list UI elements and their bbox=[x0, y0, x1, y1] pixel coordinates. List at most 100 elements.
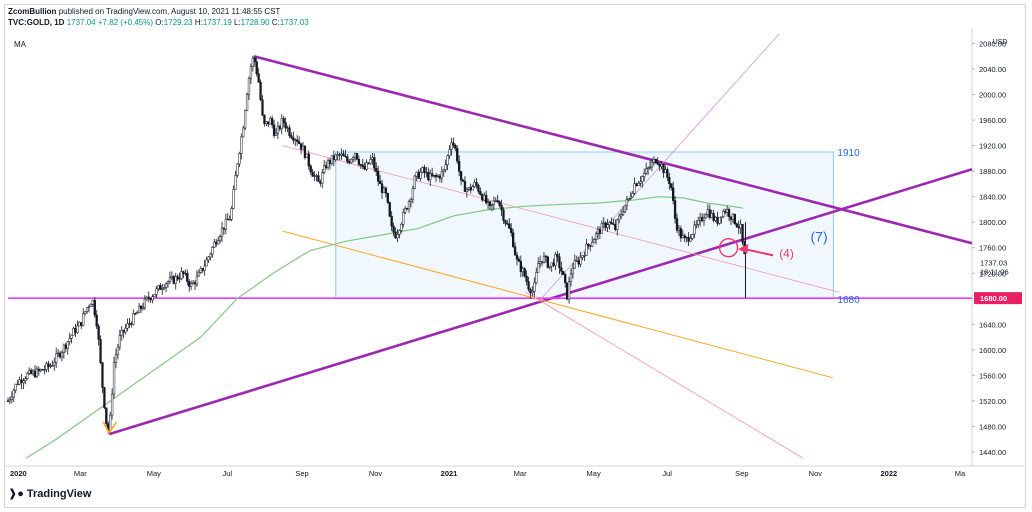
candle-body bbox=[328, 160, 332, 164]
candle-body bbox=[685, 236, 688, 239]
candle-body bbox=[521, 268, 524, 272]
candle-body bbox=[184, 272, 187, 275]
candle-body bbox=[417, 171, 420, 179]
candle-body bbox=[373, 157, 376, 169]
candle-body bbox=[326, 160, 330, 168]
y-tick-label: 2080.00 bbox=[979, 39, 1006, 48]
candle-body bbox=[402, 211, 405, 225]
candle-body bbox=[319, 181, 322, 184]
candle-body bbox=[683, 235, 686, 239]
candle-body bbox=[513, 246, 517, 256]
candle-body bbox=[122, 329, 125, 333]
x-tick-label: Ma bbox=[955, 469, 966, 478]
candle-body bbox=[76, 325, 79, 333]
candle-body bbox=[321, 172, 324, 184]
candle-body bbox=[724, 210, 727, 213]
candle-body bbox=[163, 287, 166, 289]
candle-body bbox=[297, 141, 301, 144]
candle-body bbox=[132, 313, 135, 325]
candle-body bbox=[461, 179, 465, 182]
candle-body bbox=[479, 191, 482, 195]
candle-body bbox=[168, 277, 172, 283]
candle-body bbox=[446, 155, 449, 165]
candle-body bbox=[228, 219, 231, 221]
candle-body bbox=[134, 313, 137, 315]
brand-footer[interactable]: ❱● TradingView bbox=[8, 487, 91, 500]
candle-body bbox=[58, 352, 62, 358]
candle-body bbox=[43, 369, 46, 371]
candle-body bbox=[161, 288, 164, 290]
y-tick-label: 1800.00 bbox=[979, 218, 1006, 227]
candle-body bbox=[591, 242, 594, 247]
candle-body bbox=[517, 258, 521, 262]
candle-body bbox=[386, 193, 389, 203]
candle-body bbox=[456, 148, 459, 162]
candle-body bbox=[301, 145, 305, 150]
candle-body bbox=[643, 173, 646, 178]
candle-body bbox=[267, 121, 270, 125]
candle-body bbox=[741, 223, 744, 243]
candle-body bbox=[99, 339, 102, 363]
candle-body bbox=[380, 183, 384, 193]
candle-body bbox=[548, 265, 551, 268]
candle-body bbox=[654, 158, 657, 164]
x-tick-label: Nov bbox=[369, 469, 383, 478]
candle-body bbox=[413, 175, 416, 189]
candle-body bbox=[392, 225, 395, 233]
candle-body bbox=[421, 167, 424, 173]
candle-body bbox=[708, 209, 711, 218]
candle-body bbox=[438, 175, 442, 179]
candle-body bbox=[346, 156, 349, 162]
candle-body bbox=[137, 305, 141, 313]
tradingview-logo-icon: ❱● bbox=[8, 488, 24, 500]
candle-body bbox=[166, 281, 170, 284]
indicator-label[interactable]: MA bbox=[14, 40, 26, 49]
candle-body bbox=[564, 274, 567, 284]
candle-body bbox=[500, 205, 503, 211]
candle-body bbox=[109, 414, 112, 432]
candle-body bbox=[24, 378, 27, 382]
candle-body bbox=[687, 236, 690, 242]
candle-body bbox=[257, 73, 260, 83]
candle-body bbox=[382, 187, 386, 193]
candle-body bbox=[592, 239, 596, 243]
candle-body bbox=[481, 194, 484, 201]
candle-body bbox=[191, 282, 195, 285]
candle-body bbox=[486, 201, 490, 204]
candle-body bbox=[544, 255, 548, 258]
y-tick-label: 1880.00 bbox=[979, 167, 1006, 176]
candle-body bbox=[56, 352, 60, 355]
last-price-label: 1737.03 bbox=[980, 258, 1007, 267]
candle-body bbox=[31, 370, 35, 374]
candle-body bbox=[641, 176, 644, 182]
symbol-name[interactable]: TVC:GOLD, 1D bbox=[8, 18, 65, 27]
candle-body bbox=[193, 282, 197, 285]
candle-body bbox=[207, 256, 210, 261]
candle-body bbox=[211, 247, 214, 255]
candle-body bbox=[367, 162, 370, 164]
candle-body bbox=[602, 222, 605, 224]
candle-body bbox=[10, 396, 14, 400]
candle-body bbox=[473, 182, 476, 187]
candle-body bbox=[388, 202, 391, 217]
candle-body bbox=[658, 164, 661, 167]
candle-body bbox=[263, 114, 266, 124]
candle-body bbox=[429, 173, 432, 181]
candle-body bbox=[197, 272, 201, 277]
author-name[interactable]: ZcomBullion bbox=[8, 7, 57, 16]
candle-body bbox=[336, 154, 339, 156]
candle-body bbox=[652, 158, 656, 163]
candle-body bbox=[8, 399, 12, 402]
candle-body bbox=[85, 307, 89, 312]
candle-body bbox=[157, 285, 160, 290]
candle-body bbox=[110, 393, 114, 416]
candle-body bbox=[496, 200, 499, 202]
x-tick-label: Jul bbox=[662, 469, 672, 478]
candle-body bbox=[502, 209, 505, 221]
candle-body bbox=[112, 362, 116, 395]
candle-body bbox=[124, 327, 127, 333]
candle-body bbox=[255, 61, 258, 75]
candle-body bbox=[53, 362, 56, 366]
candle-body bbox=[18, 379, 21, 385]
